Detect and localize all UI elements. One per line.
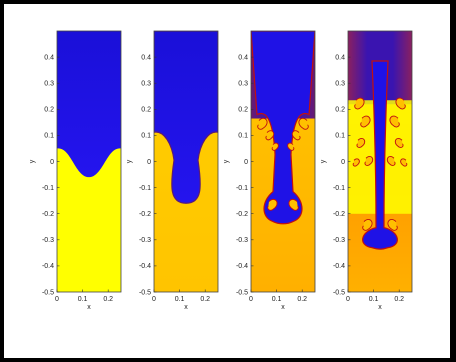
x-tick-label: 0.2 [394, 296, 404, 303]
y-tick-label: -0.2 [42, 211, 54, 218]
x-axis-label: x [184, 304, 188, 311]
y-tick-label: 0.2 [141, 107, 151, 114]
vortex-curl [387, 219, 398, 231]
y-tick-label: 0.2 [44, 107, 54, 114]
y-tick-label: 0.1 [141, 133, 151, 140]
y-tick-label: 0.3 [238, 81, 248, 88]
y-tick-label: -0.1 [236, 185, 248, 192]
y-tick-label: 0.1 [44, 133, 54, 140]
y-tick-label: 0.1 [238, 133, 248, 140]
y-tick-label: 0.4 [238, 54, 248, 61]
y-tick-label: 0.4 [335, 54, 345, 61]
x-tick-label: 0.2 [103, 296, 113, 303]
vortex-curl [288, 198, 299, 211]
vortex-curl [352, 158, 360, 167]
y-axis-label: y [29, 159, 36, 163]
y-tick-label: -0.2 [236, 211, 248, 218]
y-tick-label: 0.1 [335, 133, 345, 140]
vortex-curl [394, 138, 404, 148]
y-tick-label: 0 [147, 159, 151, 166]
x-axis-label: x [281, 304, 285, 311]
heavy-fluid-plume [362, 60, 398, 250]
simulation-figure: 0.40.30.20.10-0.1-0.2-0.3-0.4-0.50 0.1 0.2… [29, 30, 413, 311]
y-tick-label: -0.1 [139, 185, 151, 192]
y-tick-label: 0 [244, 159, 248, 166]
y-axis-label: y [320, 159, 327, 163]
x-tick-label: 0.1 [78, 296, 88, 303]
vortex-curl [287, 142, 295, 151]
vortex-curl [395, 97, 406, 110]
panel-axes-2: 0.40.30.20.10-0.1-0.2-0.3-0.4-0.50 0.1 0.2… [126, 54, 210, 311]
interface-line [154, 31, 218, 204]
y-tick-label: 0.3 [141, 81, 151, 88]
vortex-curl [400, 158, 408, 167]
vortex-curl [291, 130, 301, 141]
y-tick-label: 0.3 [335, 81, 345, 88]
heavy-fluid-region [57, 31, 121, 178]
y-tick-label: -0.3 [139, 237, 151, 244]
vortex-curl [386, 156, 396, 166]
y-tick-label: -0.3 [236, 237, 248, 244]
y-tick-label: -0.4 [139, 263, 151, 270]
y-tick-label: 0.2 [335, 107, 345, 114]
vortex-curl [257, 117, 268, 130]
y-tick-label: -0.5 [333, 289, 345, 296]
y-tick-label: 0.4 [44, 54, 54, 61]
vortex-curl [356, 138, 366, 148]
x-tick-label: 0.1 [272, 296, 282, 303]
y-tick-label: 0.2 [238, 107, 248, 114]
y-axis-label: y [223, 159, 230, 163]
y-tick-label: -0.4 [42, 263, 54, 270]
y-tick-label: -0.2 [333, 211, 345, 218]
heavy-fluid-region [154, 31, 218, 204]
y-tick-label: 0.4 [141, 54, 151, 61]
vortex-curl [364, 156, 374, 166]
x-tick-label: 0 [249, 296, 253, 303]
figure-frame: 0.4 0.3 0.2 0.1 0 -0.1 -0.2 -0.3 -0.4 -0.5 0 0.1 0.2… [4, 4, 450, 358]
x-tick-label: 0.2 [200, 296, 210, 303]
x-axis-label: x [378, 304, 382, 311]
x-tick-label: 0 [55, 296, 59, 303]
panel-axes-4: 0.40.30.20.10-0.1-0.2-0.3-0.4-0.50 0.1 0.2… [320, 54, 404, 311]
vortex-curl [298, 117, 309, 130]
panel-axes-3: 0.40.30.20.10-0.1-0.2-0.3-0.4-0.50 0.1 0.2… [223, 54, 307, 311]
y-tick-label: -0.1 [333, 185, 345, 192]
vortex-curl [267, 198, 278, 211]
heavy-fluid-plume [251, 31, 315, 225]
vortex-curl [271, 142, 279, 151]
panel-stage-2 [153, 30, 219, 293]
panel-stage-3 [250, 30, 316, 293]
x-tick-label: 0 [152, 296, 156, 303]
y-tick-label: 0 [341, 159, 345, 166]
panel-stage-4 [347, 30, 413, 293]
x-tick-label: 0.1 [175, 296, 185, 303]
panel-axes-1: 0.40.30.20.10-0.1-0.2-0.3-0.4-0.50 0.1 0.2… [29, 54, 113, 311]
x-tick-label: 0.1 [369, 296, 379, 303]
y-tick-label: -0.3 [333, 237, 345, 244]
vortex-curl [360, 115, 371, 128]
y-tick-label: -0.5 [42, 289, 54, 296]
y-tick-label: -0.5 [139, 289, 151, 296]
y-axis-label: y [126, 159, 133, 163]
x-tick-label: 0 [346, 296, 350, 303]
y-tick-label: -0.2 [139, 211, 151, 218]
panel-stage-1 [56, 30, 122, 293]
vortex-curl [362, 219, 373, 231]
y-tick-label: 0.3 [44, 81, 54, 88]
y-tick-label: 0 [50, 159, 54, 166]
vortex-curl [354, 97, 365, 110]
vortex-curl [265, 130, 275, 141]
y-tick-label: -0.5 [236, 289, 248, 296]
vortex-curl [389, 115, 400, 128]
y-tick-label: -0.1 [42, 185, 54, 192]
y-tick-label: -0.4 [333, 263, 345, 270]
x-tick-label: 0.2 [297, 296, 307, 303]
y-tick-label: -0.3 [42, 237, 54, 244]
x-axis-label: x [87, 304, 91, 311]
y-tick-label: -0.4 [236, 263, 248, 270]
